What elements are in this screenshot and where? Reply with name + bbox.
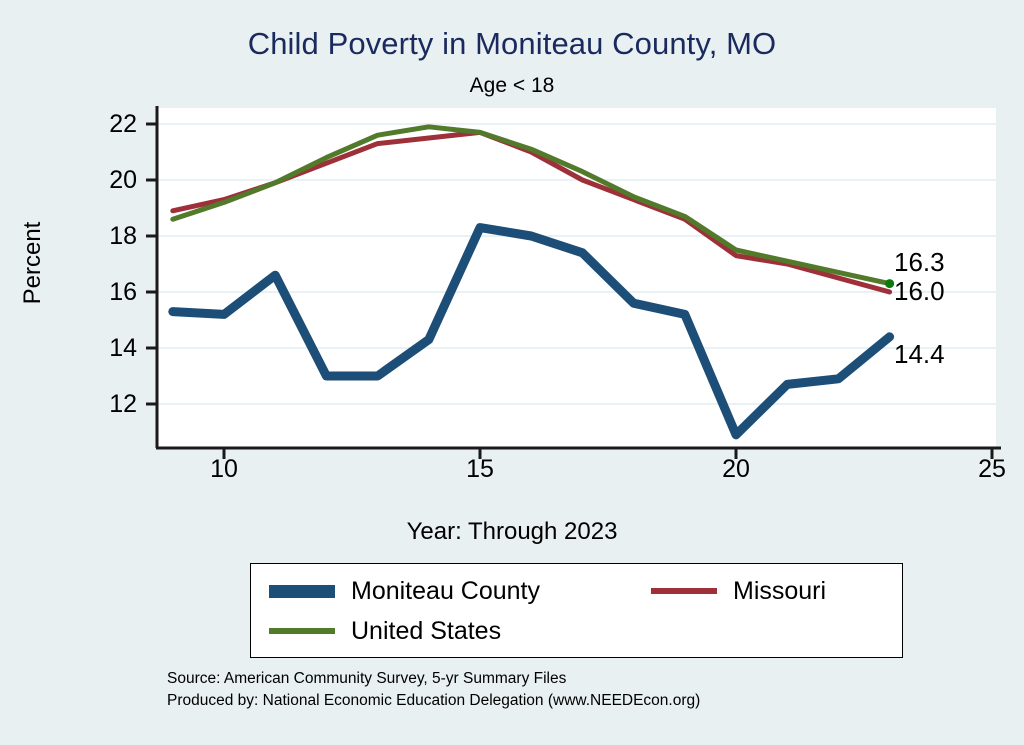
footer-note: Source: American Community Survey, 5-yr …	[167, 668, 700, 712]
y-tick-label-18: 18	[109, 222, 137, 250]
y-tick-labels: 12 14 16 18 20 22	[75, 0, 137, 745]
plot-area	[157, 108, 996, 448]
y-tick-label-20: 20	[109, 166, 137, 194]
x-tick-label-10: 10	[210, 455, 238, 483]
legend-label: United States	[351, 616, 502, 645]
legend-label: Missouri	[733, 576, 827, 605]
x-tick-label-15: 15	[466, 455, 494, 483]
y-tick-label-12: 12	[109, 390, 137, 418]
legend-label: Moniteau County	[351, 576, 541, 605]
x-tick-label-25: 25	[978, 455, 1006, 483]
x-axis-title: Year: Through 2023	[406, 518, 618, 545]
legend-item-united-states[interactable]: United States	[269, 614, 501, 648]
endpoint-label-moniteau-county: 14.4	[894, 339, 945, 369]
footer-producer: Produced by: National Economic Education…	[167, 692, 701, 709]
legend-swatch-icon	[269, 628, 335, 634]
chart-legend: Moniteau County Missouri United States	[250, 563, 903, 658]
x-tick-label-20: 20	[722, 455, 750, 483]
legend-item-moniteau-county[interactable]: Moniteau County	[269, 574, 540, 608]
legend-item-missouri[interactable]: Missouri	[651, 574, 826, 608]
y-axis-title: Percent	[19, 221, 46, 305]
endpoint-label-united-states: 16.3	[894, 247, 945, 277]
chart-subtitle: Age < 18	[469, 74, 555, 97]
y-tick-label-22: 22	[109, 110, 137, 138]
legend-swatch-icon	[269, 584, 335, 598]
legend-swatch-icon	[651, 588, 717, 594]
footer-source: Source: American Community Survey, 5-yr …	[167, 670, 567, 687]
y-tick-label-14: 14	[109, 334, 137, 362]
endpoint-label-missouri: 16.0	[894, 276, 945, 306]
y-tick-label-16: 16	[109, 278, 137, 306]
chart-title: Child Poverty in Moniteau County, MO	[247, 26, 777, 61]
